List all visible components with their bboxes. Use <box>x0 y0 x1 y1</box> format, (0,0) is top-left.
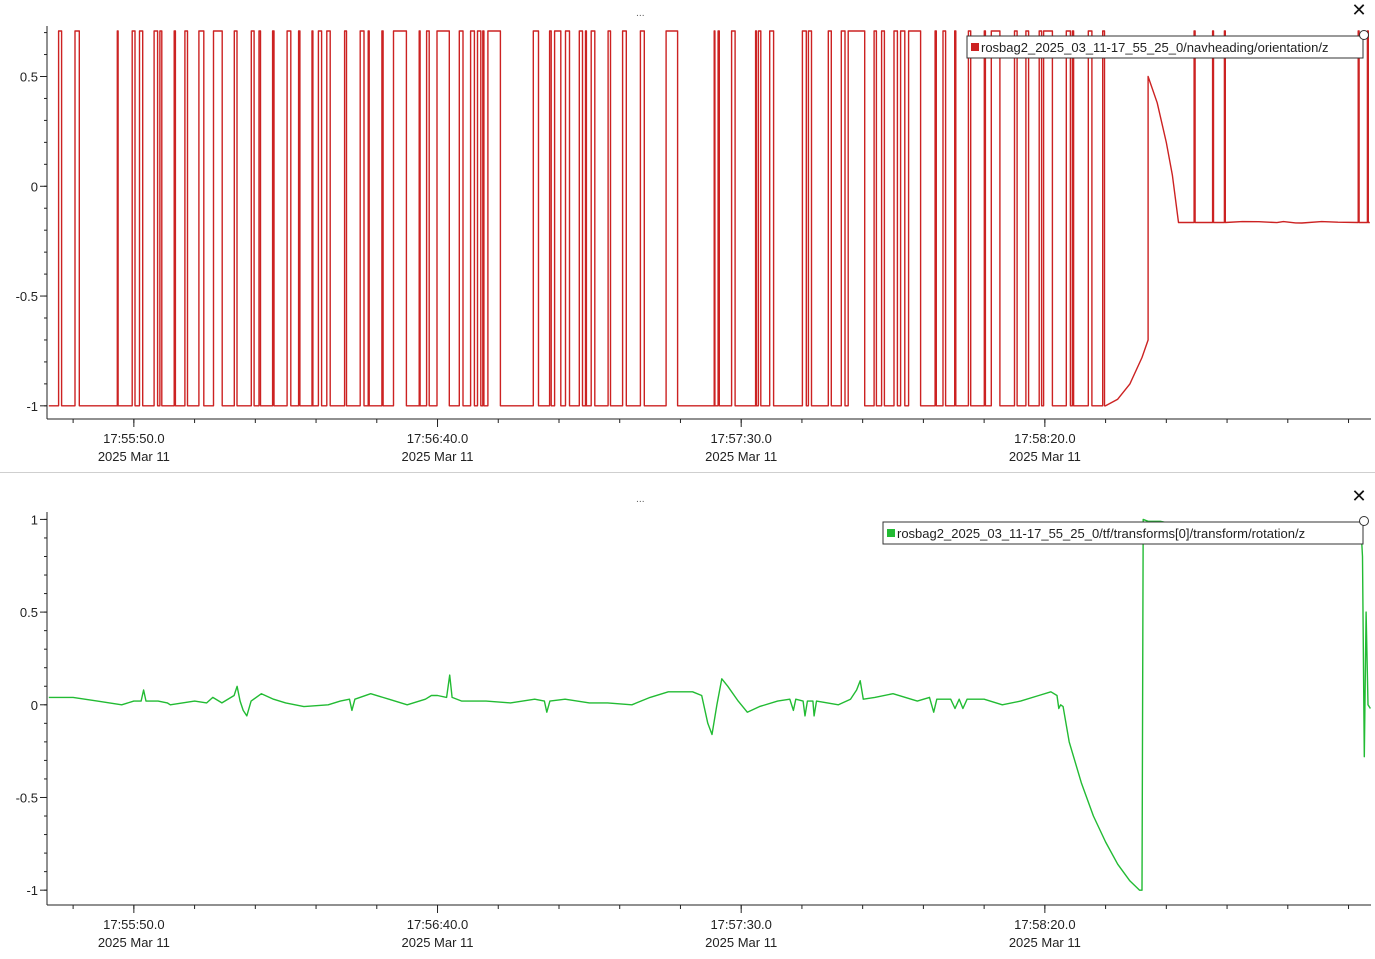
plot-panel-bottom[interactable]: ... ✕ 1 0.5 0 -0.5 -1 17:55:50.0 2025 Mar 11 17… <box>0 486 1375 959</box>
legend-box <box>966 35 1364 59</box>
plot-panel-top[interactable]: ... ✕ 0.5 0 -0.5 -1 17:55:50.0 2025 Mar 11 17:… <box>0 0 1375 473</box>
legend-entry: rosbag2_2025_03_11-17_55_25_0/navheading… <box>981 40 1328 55</box>
y-tick-label: 0.5 <box>20 69 38 84</box>
x-tick-date-label: 2025 Mar 11 <box>1009 935 1081 950</box>
legend-box <box>882 521 1364 545</box>
y-tick-label: 0.5 <box>20 605 38 620</box>
y-tick-label: -1 <box>26 883 38 898</box>
panel-menu-handle[interactable]: ... <box>636 9 645 19</box>
x-tick-label: 17:56:40.0 <box>407 917 468 932</box>
y-tick-label: -0.5 <box>16 289 38 304</box>
x-tick-label: 17:57:30.0 <box>710 431 771 446</box>
x-tick-label: 17:58:20.0 <box>1014 917 1075 932</box>
x-tick-date-label: 2025 Mar 11 <box>402 935 474 950</box>
x-tick-date-label: 2025 Mar 11 <box>98 935 170 950</box>
y-tick-label: 0 <box>31 179 38 194</box>
x-tick-label: 17:58:20.0 <box>1014 431 1075 446</box>
legend[interactable]: rosbag2_2025_03_11-17_55_25_0/tf/transfo… <box>882 516 1369 545</box>
legend-swatch <box>971 43 979 51</box>
close-icon[interactable]: ✕ <box>1351 486 1367 507</box>
x-tick-label: 17:55:50.0 <box>103 431 164 446</box>
y-tick-label: -0.5 <box>16 790 38 805</box>
x-tick-date-label: 2025 Mar 11 <box>1009 449 1081 464</box>
chart-bottom[interactable]: 1 0.5 0 -0.5 -1 17:55:50.0 2025 Mar 11 17:56:40… <box>0 486 1375 959</box>
series-line <box>48 518 1371 891</box>
y-tick-label: -1 <box>26 399 38 414</box>
legend-entry: rosbag2_2025_03_11-17_55_25_0/tf/transfo… <box>897 526 1305 541</box>
legend-resize-handle[interactable] <box>1359 30 1369 40</box>
chart-top[interactable]: 0.5 0 -0.5 -1 17:55:50.0 2025 Mar 11 17:56:40.… <box>0 0 1375 472</box>
legend-resize-handle[interactable] <box>1359 516 1369 526</box>
series-line <box>48 30 1370 407</box>
x-tick-label: 17:55:50.0 <box>103 917 164 932</box>
close-icon[interactable]: ✕ <box>1351 0 1367 21</box>
legend[interactable]: rosbag2_2025_03_11-17_55_25_0/navheading… <box>966 30 1369 59</box>
y-tick-label: 0 <box>31 698 38 713</box>
x-tick-date-label: 2025 Mar 11 <box>705 449 777 464</box>
x-tick-label: 17:56:40.0 <box>407 431 468 446</box>
x-tick-label: 17:57:30.0 <box>710 917 771 932</box>
legend-swatch <box>887 529 895 537</box>
x-tick-date-label: 2025 Mar 11 <box>402 449 474 464</box>
panel-menu-handle[interactable]: ... <box>636 495 645 505</box>
y-tick-label: 1 <box>31 512 38 527</box>
x-tick-date-label: 2025 Mar 11 <box>705 935 777 950</box>
x-tick-date-label: 2025 Mar 11 <box>98 449 170 464</box>
